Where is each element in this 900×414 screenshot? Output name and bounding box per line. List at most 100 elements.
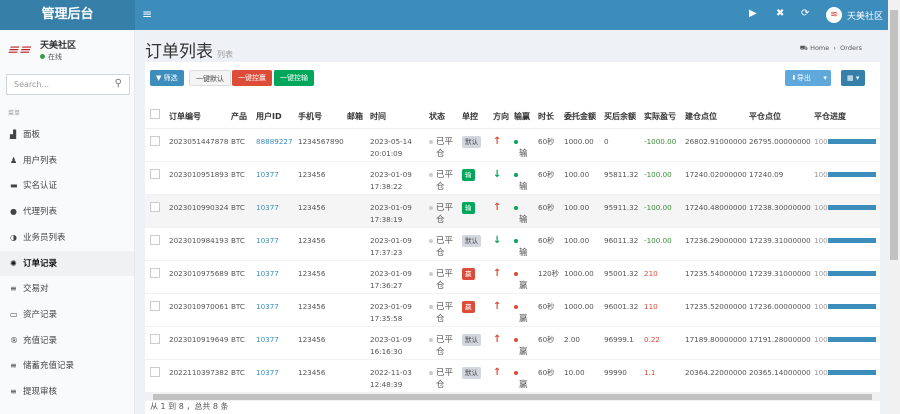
phone: 123456 [296, 260, 345, 294]
sidebar-item[interactable]: ≡ 储蓄充值记录 [0, 353, 134, 378]
balance: 96999.1 [602, 326, 642, 360]
column-header[interactable]: 建仓点位 [683, 95, 747, 129]
sidebar-item[interactable]: ♟ 用户列表 [0, 148, 134, 173]
row-checkbox[interactable] [145, 293, 167, 327]
top-navbar: 管理后台 ≡ ▶ ✖ ⟳ ≋ 天美社区 [0, 0, 888, 30]
column-header[interactable]: 时长 [536, 95, 562, 129]
column-header[interactable]: 买后余额 [602, 95, 642, 129]
row-checkbox[interactable] [145, 161, 167, 195]
control-badge[interactable]: 默认 [460, 227, 491, 261]
control-badge[interactable]: 默认 [460, 359, 491, 393]
sidebar-item[interactable]: ▟ 面板 [0, 122, 134, 147]
column-header[interactable]: 邮箱 [345, 95, 368, 129]
control-badge[interactable]: 赢 [460, 293, 491, 327]
refresh-icon[interactable]: ⟳ [801, 8, 810, 19]
export-button[interactable]: ⬇导出 ▾ [785, 70, 831, 86]
close-price: 17239.31000000 [747, 227, 812, 261]
row-checkbox[interactable] [145, 194, 167, 228]
row-checkbox[interactable] [145, 128, 167, 162]
control-badge[interactable]: 输 [460, 194, 491, 228]
control-lose-button[interactable]: 一键控输 [274, 70, 314, 86]
column-header[interactable]: 状态 [427, 95, 460, 129]
close-progress: 100 [812, 128, 880, 162]
balance: 96001.32 [602, 293, 642, 327]
menu-toggle-icon[interactable]: ≡ [142, 7, 153, 21]
table-row[interactable]: 2023051447878 BTC 88889227 1234567890 20… [145, 128, 880, 162]
sidebar-item[interactable]: ≡ 提现审核 [0, 379, 134, 404]
table-row[interactable]: 2023010975689 BTC 10377 123456 2023-01-0… [145, 260, 880, 294]
user-id-link[interactable]: 10377 [254, 227, 296, 261]
sidebar-item[interactable]: ✺ 订单记录 [0, 250, 134, 276]
search-input[interactable]: Search... [14, 80, 50, 89]
column-header[interactable]: 手机号 [296, 95, 345, 129]
user-logo-icon: ≡≡ [5, 42, 35, 58]
column-header[interactable]: 用户ID [254, 95, 296, 129]
user-id-link[interactable]: 10377 [254, 293, 296, 327]
column-header[interactable]: 委托金额 [562, 95, 602, 129]
user-id-link[interactable]: 10377 [254, 326, 296, 360]
table-row[interactable]: 2023010990324 BTC 10377 123456 2023-01-0… [145, 194, 880, 228]
table-row[interactable]: 2023010951893 BTC 10377 123456 2023-01-0… [145, 161, 880, 195]
user-avatar[interactable]: ≋ [826, 7, 842, 23]
user-id-link[interactable]: 10377 [254, 161, 296, 195]
row-checkbox[interactable] [145, 227, 167, 261]
order-id: 2022110397382 [167, 359, 229, 393]
horizontal-scrollbar[interactable] [145, 393, 880, 401]
progress-bar [827, 238, 876, 243]
user-id-link[interactable]: 88889227 [254, 128, 296, 162]
row-checkbox[interactable] [145, 359, 167, 393]
user-id-link[interactable]: 10377 [254, 260, 296, 294]
table-row[interactable]: 2023010984193 BTC 10377 123456 2023-01-0… [145, 227, 880, 261]
orders-table: 订单编号 产品 用户ID 手机号 邮箱 时间 状态 单控 方向 输赢 时长 委托金额 买后余额 实际盈亏建… [145, 95, 880, 393]
column-header[interactable]: 平仓点位 [747, 95, 812, 129]
control-badge[interactable]: 默认 [460, 326, 491, 360]
sidebar-search[interactable]: Search... ⚲ [6, 74, 130, 95]
column-header[interactable]: 输赢 [512, 95, 536, 129]
fullscreen-icon[interactable]: ✖ [776, 8, 785, 19]
amount: 100.00 [562, 194, 602, 228]
product: BTC [229, 260, 254, 294]
control-badge[interactable]: 输 [460, 161, 491, 195]
sidebar-item[interactable]: ● 代理列表 [0, 199, 134, 224]
progress-bar [827, 337, 876, 342]
duration: 120秒 [536, 260, 562, 294]
column-header[interactable]: 订单编号 [167, 95, 229, 129]
filter-button[interactable]: ▼ 筛选 [150, 70, 184, 86]
column-header[interactable]: 产品 [229, 95, 254, 129]
sidebar-item[interactable]: ® 充值记录 [0, 328, 134, 353]
sidebar-item[interactable]: ≡ 交易对 [0, 276, 134, 301]
order-id: 2023051447878 [167, 128, 229, 162]
table-row[interactable]: 2022110397382 BTC 10377 123456 2022-11-0… [145, 359, 880, 393]
sidebar-item[interactable]: ▭ 资产记录 [0, 302, 134, 327]
search-icon[interactable]: ⚲ [114, 78, 122, 89]
table-row[interactable]: 2023010970061 BTC 10377 123456 2023-01-0… [145, 293, 880, 327]
user-name[interactable]: 天美社区 [847, 12, 884, 22]
default-all-button[interactable]: 一键默认 [189, 70, 231, 86]
column-header[interactable]: 平仓进度 [812, 95, 880, 129]
amount: 100.00 [562, 227, 602, 261]
sidebar-item[interactable]: ◑ 业务员列表 [0, 225, 134, 250]
control-badge[interactable]: 赢 [460, 260, 491, 294]
sidebar-item[interactable]: ▬ 实名认证 [0, 173, 134, 198]
app-title[interactable]: 管理后台 [0, 0, 135, 30]
progress-bar [827, 304, 876, 309]
chevron-down-icon: ▾ [823, 74, 827, 82]
select-all-checkbox[interactable] [145, 95, 167, 129]
vertical-scrollbar[interactable] [888, 0, 900, 414]
columns-button[interactable]: ▦ ▾ [841, 70, 866, 86]
user-id-link[interactable]: 10377 [254, 359, 296, 393]
user-id-link[interactable]: 10377 [254, 194, 296, 228]
control-badge[interactable]: 默认 [460, 128, 491, 162]
breadcrumb-home[interactable]: Home [810, 44, 830, 52]
column-header[interactable]: 实际盈亏 [642, 95, 683, 129]
amount: 1000.00 [562, 260, 602, 294]
column-header[interactable]: 单控 [460, 95, 491, 129]
close-price: 17236.00000000 [747, 293, 812, 327]
column-header[interactable]: 时间 [368, 95, 427, 129]
play-icon[interactable]: ▶ [749, 8, 757, 19]
control-win-button[interactable]: 一键控赢 [232, 70, 272, 86]
column-header[interactable]: 方向 [491, 95, 512, 129]
row-checkbox[interactable] [145, 326, 167, 360]
row-checkbox[interactable] [145, 260, 167, 294]
table-row[interactable]: 2023010919649 BTC 10377 123456 2023-01-0… [145, 326, 880, 360]
